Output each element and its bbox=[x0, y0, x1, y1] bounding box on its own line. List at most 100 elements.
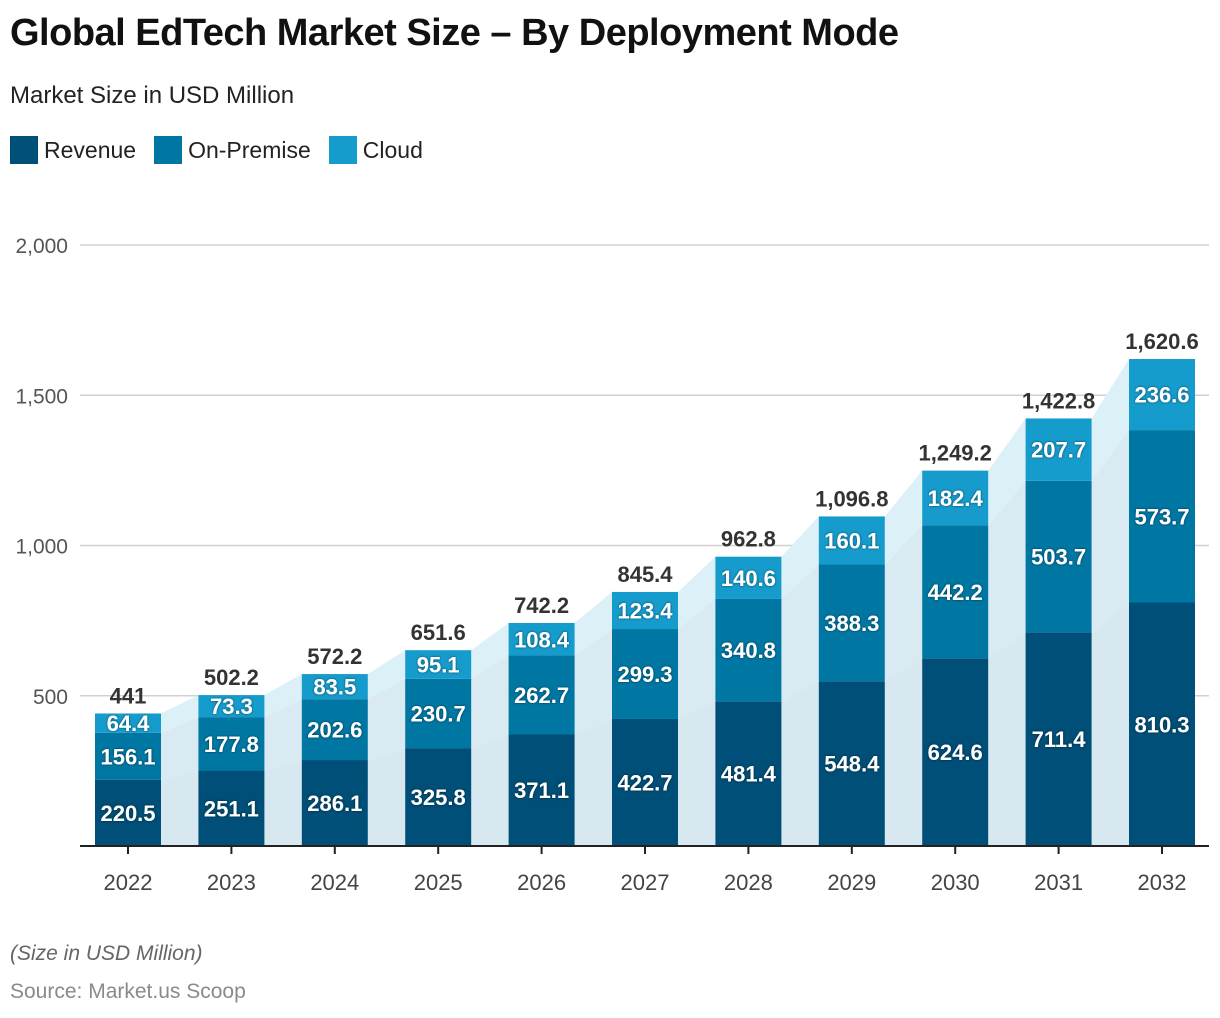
connector-cloud bbox=[1091, 359, 1129, 481]
segment-label: 711.4 bbox=[1032, 727, 1087, 752]
connector-cloud bbox=[574, 591, 612, 656]
x-tick-label: 2024 bbox=[310, 870, 359, 895]
bar-segment-cloud-2030 bbox=[922, 470, 989, 526]
segment-label: 73.3 bbox=[210, 694, 253, 719]
segment-label: 442.2 bbox=[928, 580, 983, 605]
connector-on-premise bbox=[574, 629, 612, 735]
connector-revenue bbox=[988, 632, 1026, 846]
bar-segment-on-premise-2024 bbox=[301, 699, 368, 761]
segment-label: 810.3 bbox=[1134, 712, 1189, 737]
bar-segment-revenue-2030 bbox=[922, 658, 989, 846]
total-label: 1,096.8 bbox=[815, 486, 888, 511]
legend-label-on-premise: On-Premise bbox=[188, 136, 311, 163]
bar-segment-cloud-2025 bbox=[405, 650, 472, 679]
connector-cloud bbox=[264, 674, 302, 718]
bar-segment-cloud-2023 bbox=[198, 695, 265, 718]
x-tick-label: 2027 bbox=[621, 870, 670, 895]
source-credit: Source: Market.us Scoop bbox=[10, 980, 246, 1003]
bar-segment-revenue-2024 bbox=[301, 760, 368, 846]
segment-label: 83.5 bbox=[313, 675, 356, 700]
bar-segment-on-premise-2031 bbox=[1025, 480, 1092, 633]
connector-revenue bbox=[367, 748, 406, 846]
connector-revenue bbox=[264, 760, 302, 846]
segment-label: 236.6 bbox=[1134, 383, 1189, 408]
segment-label: 95.1 bbox=[417, 652, 460, 677]
footnote: (Size in USD Million) bbox=[10, 942, 203, 965]
segment-label: 182.4 bbox=[928, 486, 984, 511]
legend-label-revenue: Revenue bbox=[44, 136, 137, 163]
connector-cloud bbox=[988, 418, 1026, 526]
total-label: 651.6 bbox=[411, 620, 466, 645]
connector-revenue bbox=[781, 681, 819, 846]
bar-segment-cloud-2022 bbox=[95, 713, 161, 733]
bar-segment-on-premise-2023 bbox=[198, 717, 265, 771]
connector-cloud bbox=[471, 622, 509, 679]
segment-label: 503.7 bbox=[1031, 545, 1086, 570]
segment-label: 262.7 bbox=[514, 683, 569, 708]
chart-subtitle: Market Size in USD Million bbox=[10, 82, 295, 109]
connector-on-premise bbox=[1091, 430, 1129, 633]
connector-cloud bbox=[161, 695, 199, 733]
connector-on-premise bbox=[988, 480, 1026, 659]
connector-revenue bbox=[678, 701, 716, 846]
legend-item-cloud: Cloud bbox=[328, 136, 423, 164]
bar-segment-on-premise-2027 bbox=[612, 629, 678, 719]
total-label: 962.8 bbox=[721, 527, 776, 552]
x-tick-label: 2023 bbox=[207, 870, 256, 895]
legend: Revenue On-Premise Cloud bbox=[10, 136, 441, 164]
total-label: 1,620.6 bbox=[1125, 329, 1198, 354]
segment-label: 207.7 bbox=[1031, 438, 1086, 463]
segment-label: 64.4 bbox=[107, 711, 151, 736]
bar-segment-cloud-2031 bbox=[1025, 418, 1092, 481]
x-tick-label: 2029 bbox=[827, 870, 876, 895]
segment-label: 220.5 bbox=[100, 801, 155, 826]
legend-swatch-on-premise bbox=[154, 136, 183, 164]
bar-segment-revenue-2031 bbox=[1025, 632, 1092, 846]
segment-label: 108.4 bbox=[514, 627, 570, 652]
bar-segment-revenue-2025 bbox=[405, 748, 472, 846]
bar-segment-revenue-2026 bbox=[508, 734, 575, 846]
bar-segment-on-premise-2022 bbox=[95, 732, 161, 780]
segment-label: 481.4 bbox=[721, 762, 777, 787]
y-tick-label: 500 bbox=[33, 686, 68, 709]
bars bbox=[95, 359, 1195, 846]
connector-cloud bbox=[367, 650, 406, 700]
x-tick-label: 2025 bbox=[414, 870, 463, 895]
connectors bbox=[161, 359, 1129, 846]
data-labels: 220.5 156.1 64.4 441 251.1 177.8 73.3 502.2 286.… bbox=[100, 329, 1198, 826]
y-tick-label: 2,000 bbox=[15, 235, 68, 258]
bar-segment-on-premise-2028 bbox=[715, 598, 782, 702]
segment-label: 251.1 bbox=[204, 796, 259, 821]
connector-on-premise bbox=[884, 525, 923, 682]
segment-label: 422.7 bbox=[617, 770, 672, 795]
bar-segment-cloud-2032 bbox=[1129, 359, 1195, 431]
segment-label: 202.6 bbox=[307, 718, 362, 743]
connector-revenue bbox=[1091, 602, 1129, 846]
segment-label: 573.7 bbox=[1134, 504, 1189, 529]
bar-segment-revenue-2027 bbox=[612, 718, 678, 846]
segment-label: 123.4 bbox=[617, 598, 673, 623]
bar-segment-revenue-2028 bbox=[715, 701, 782, 846]
total-label: 1,422.8 bbox=[1022, 388, 1095, 413]
bar-segment-cloud-2026 bbox=[508, 622, 575, 656]
segment-label: 140.6 bbox=[721, 566, 776, 591]
bar-segment-on-premise-2025 bbox=[405, 678, 472, 749]
segment-label: 160.1 bbox=[824, 528, 879, 553]
connector-on-premise bbox=[367, 678, 406, 761]
total-label: 502.2 bbox=[204, 665, 259, 690]
bar-segment-revenue-2022 bbox=[95, 779, 161, 846]
connector-on-premise bbox=[161, 717, 199, 780]
bar-segment-revenue-2032 bbox=[1129, 602, 1195, 846]
x-axis: 2022 2023 2024 2025 2026 2027 2028 2029 2030 2031… bbox=[80, 845, 1209, 895]
legend-swatch-revenue bbox=[10, 136, 38, 164]
connector-on-premise bbox=[264, 699, 302, 771]
total-label: 845.4 bbox=[617, 562, 673, 587]
x-tick-label: 2032 bbox=[1138, 870, 1187, 895]
bar-segment-cloud-2028 bbox=[715, 556, 782, 599]
segment-label: 299.3 bbox=[617, 662, 672, 687]
legend-item-revenue: Revenue bbox=[10, 136, 136, 164]
legend-label-cloud: Cloud bbox=[362, 136, 423, 163]
segment-label: 340.8 bbox=[721, 638, 776, 663]
connector-on-premise bbox=[471, 655, 509, 749]
